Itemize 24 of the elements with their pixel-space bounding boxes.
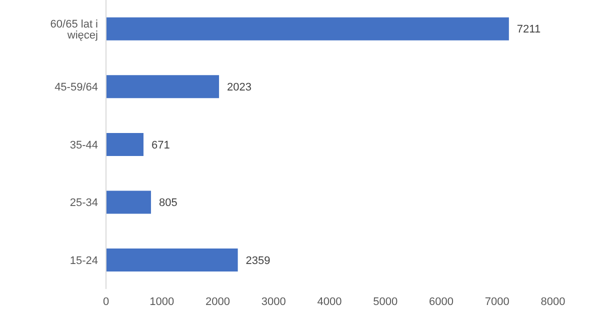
- x-tick-label: 8000: [540, 296, 566, 308]
- data-label: 805: [158, 197, 178, 210]
- bar: [106, 248, 238, 272]
- x-tick-label: 1000: [150, 296, 174, 308]
- x-tick-label: 4000: [317, 296, 342, 308]
- x-tick-label: 6000: [429, 296, 454, 308]
- data-label: 7211: [516, 24, 541, 36]
- x-tick-label: 5000: [373, 296, 398, 308]
- y-tick-label: 15-24: [70, 255, 98, 268]
- y-tick-label: 25-34: [70, 197, 98, 210]
- data-label: 2023: [227, 82, 252, 94]
- y-tick-label: 45-59/64: [54, 82, 98, 94]
- bar: [106, 17, 509, 40]
- data-label: 2359: [246, 254, 270, 267]
- x-tick-label: 2000: [206, 296, 230, 308]
- x-tick-label: 7000: [484, 296, 510, 308]
- bar: [106, 190, 151, 214]
- y-tick-label: 60/65 lat i więcej: [50, 18, 98, 42]
- bar: [106, 75, 220, 98]
- y-tick-label: 35-44: [70, 139, 98, 152]
- x-tick-label: 3000: [261, 296, 286, 308]
- x-tick-label: 0: [102, 296, 110, 308]
- bar: [106, 132, 144, 156]
- data-label: 671: [151, 139, 170, 152]
